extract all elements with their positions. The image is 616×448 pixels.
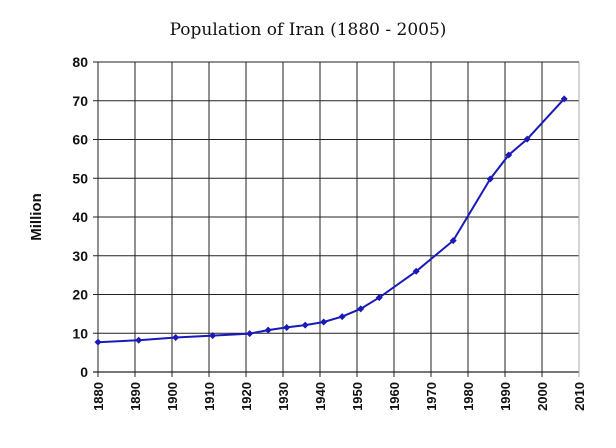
x-tick-label: 2010 bbox=[572, 382, 587, 411]
data-point-marker bbox=[375, 294, 383, 302]
data-point-marker bbox=[301, 321, 309, 329]
y-tick-label: 40 bbox=[72, 209, 88, 225]
data-point-marker bbox=[283, 323, 291, 331]
chart-title: Population of Iran (1880 - 2005) bbox=[169, 20, 447, 40]
data-point-marker bbox=[320, 318, 328, 326]
x-axis-ticks: 1880 1890 1900 1910 1920 1930 1940 1950 1960 1970… bbox=[91, 382, 587, 411]
x-tick-label: 1880 bbox=[91, 382, 106, 411]
data-point-marker bbox=[264, 326, 272, 334]
grid-lines bbox=[93, 61, 580, 377]
data-point-marker bbox=[338, 313, 346, 321]
x-tick-label: 1930 bbox=[276, 382, 291, 411]
data-point-marker bbox=[209, 332, 217, 340]
data-point-marker bbox=[449, 237, 457, 245]
y-tick-label: 50 bbox=[72, 170, 88, 186]
y-axis-label: Million bbox=[28, 193, 45, 241]
data-point-marker bbox=[486, 175, 494, 183]
x-tick-label: 1920 bbox=[239, 382, 254, 411]
y-tick-label: 0 bbox=[80, 364, 88, 380]
population-series bbox=[94, 95, 568, 346]
data-point-marker bbox=[560, 95, 568, 103]
data-point-marker bbox=[172, 334, 180, 342]
y-tick-label: 30 bbox=[72, 248, 88, 264]
y-tick-label: 20 bbox=[72, 287, 88, 303]
x-tick-label: 1990 bbox=[498, 382, 513, 411]
x-tick-label: 2000 bbox=[535, 382, 550, 411]
data-point-marker bbox=[135, 336, 143, 344]
x-tick-label: 1960 bbox=[387, 382, 402, 411]
x-tick-label: 1890 bbox=[128, 382, 143, 411]
data-point-marker bbox=[94, 338, 102, 346]
x-tick-label: 1940 bbox=[313, 382, 328, 411]
data-point-marker bbox=[246, 330, 254, 338]
y-tick-label: 80 bbox=[72, 54, 88, 70]
y-tick-label: 60 bbox=[72, 132, 88, 148]
x-tick-label: 1950 bbox=[350, 382, 365, 411]
data-point-marker bbox=[523, 135, 531, 143]
x-tick-label: 1910 bbox=[202, 382, 217, 411]
y-tick-label: 10 bbox=[72, 325, 88, 341]
y-tick-label: 70 bbox=[72, 93, 88, 109]
y-axis-ticks: 0 10 20 30 40 50 60 70 80 bbox=[72, 54, 88, 380]
x-tick-label: 1980 bbox=[461, 382, 476, 411]
x-tick-label: 1900 bbox=[165, 382, 180, 411]
data-point-marker bbox=[412, 267, 420, 275]
data-point-marker bbox=[505, 151, 513, 159]
x-tick-label: 1970 bbox=[424, 382, 439, 411]
data-point-marker bbox=[357, 305, 365, 313]
series-line bbox=[97, 98, 565, 344]
